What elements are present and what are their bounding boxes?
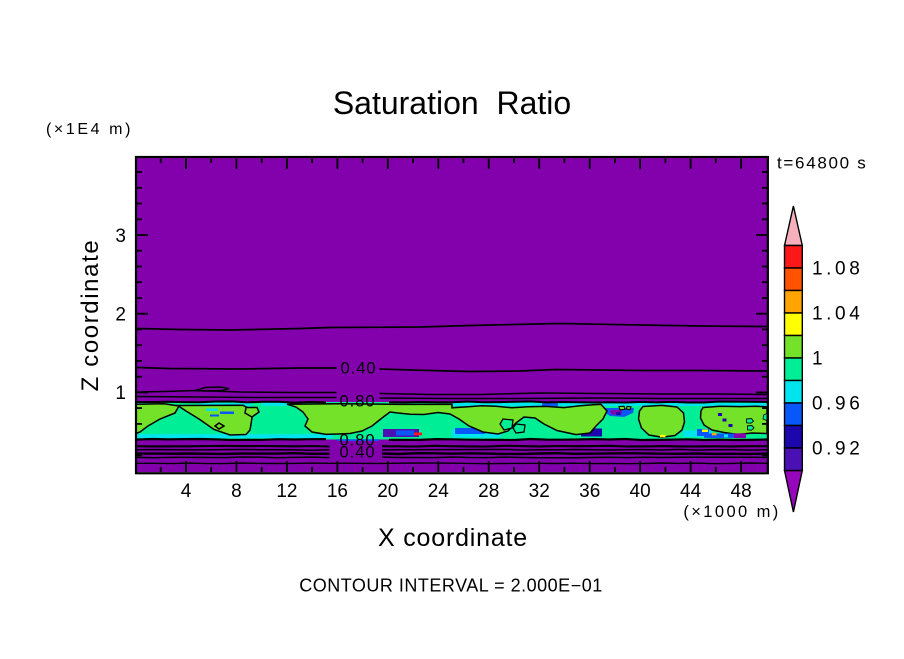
svg-text:3: 3 bbox=[115, 226, 126, 247]
svg-text:24: 24 bbox=[428, 481, 450, 502]
svg-text:36: 36 bbox=[579, 481, 600, 502]
svg-text:0.92: 0.92 bbox=[812, 439, 863, 460]
svg-text:0.80: 0.80 bbox=[339, 392, 375, 410]
svg-text:20: 20 bbox=[377, 481, 398, 502]
svg-text:1: 1 bbox=[115, 383, 126, 404]
svg-text:X coordinate: X coordinate bbox=[378, 524, 528, 552]
svg-text:(×1E4 m): (×1E4 m) bbox=[46, 121, 133, 138]
svg-text:4: 4 bbox=[181, 481, 192, 502]
svg-text:1.08: 1.08 bbox=[812, 259, 863, 280]
svg-text:40: 40 bbox=[630, 481, 651, 502]
svg-text:2: 2 bbox=[115, 305, 126, 326]
svg-text:48: 48 bbox=[731, 481, 752, 502]
svg-text:44: 44 bbox=[680, 481, 702, 502]
svg-text:t=64800 s: t=64800 s bbox=[777, 154, 867, 173]
svg-text:0.80: 0.80 bbox=[339, 431, 375, 449]
svg-text:(×1000 m): (×1000 m) bbox=[683, 503, 780, 521]
svg-text:0.40: 0.40 bbox=[339, 444, 375, 462]
svg-text:28: 28 bbox=[478, 481, 499, 502]
svg-text:16: 16 bbox=[327, 481, 348, 502]
svg-text:CONTOUR INTERVAL = 2.000E−01: CONTOUR INTERVAL = 2.000E−01 bbox=[299, 576, 602, 596]
svg-text:0.40: 0.40 bbox=[340, 360, 376, 378]
svg-text:0.96: 0.96 bbox=[812, 394, 863, 415]
svg-text:32: 32 bbox=[529, 481, 550, 502]
svg-text:12: 12 bbox=[276, 481, 297, 502]
svg-text:8: 8 bbox=[231, 481, 242, 502]
svg-text:Z coordinate: Z coordinate bbox=[77, 239, 104, 392]
svg-text:1: 1 bbox=[812, 349, 826, 370]
svg-text:Saturation Ratio: Saturation Ratio bbox=[333, 85, 571, 121]
svg-text:1.04: 1.04 bbox=[812, 304, 863, 325]
